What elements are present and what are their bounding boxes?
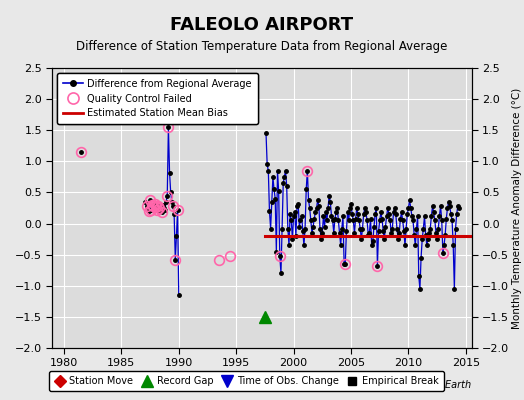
Text: Difference of Station Temperature Data from Regional Average: Difference of Station Temperature Data f… bbox=[77, 40, 447, 53]
Legend: Station Move, Record Gap, Time of Obs. Change, Empirical Break: Station Move, Record Gap, Time of Obs. C… bbox=[49, 372, 443, 391]
Legend: Difference from Regional Average, Quality Control Failed, Estimated Station Mean: Difference from Regional Average, Qualit… bbox=[57, 73, 258, 124]
Text: Berkeley Earth: Berkeley Earth bbox=[399, 380, 472, 390]
Text: FALEOLO AIRPORT: FALEOLO AIRPORT bbox=[170, 16, 354, 34]
Y-axis label: Monthly Temperature Anomaly Difference (°C): Monthly Temperature Anomaly Difference (… bbox=[512, 87, 522, 329]
